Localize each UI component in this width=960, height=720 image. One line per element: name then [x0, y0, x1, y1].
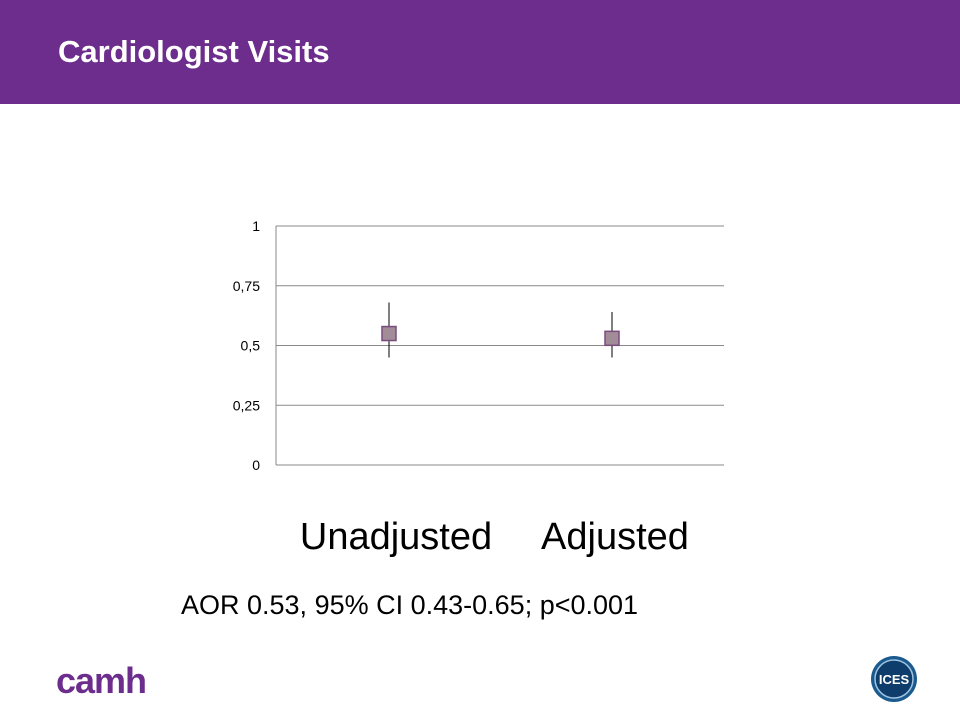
ices-logo-inner-disc: [874, 659, 914, 699]
header-band: [0, 0, 960, 104]
data-point-marker: [381, 325, 397, 342]
y-tick-label: 0,25: [233, 397, 260, 413]
y-tick-label: 0: [252, 457, 260, 473]
ices-logo-text: ICES: [879, 672, 910, 687]
y-tick-label: 0,5: [241, 338, 261, 354]
camh-logo: camh: [56, 660, 147, 701]
ices-logo: ICES: [871, 656, 917, 702]
y-tick-label: 0,75: [233, 278, 260, 294]
statistics-note: AOR 0.53, 95% CI 0.43-0.65; p<0.001: [181, 590, 639, 620]
slide-title: Cardiologist Visits: [58, 34, 330, 69]
category-label-unadjusted: Unadjusted: [299, 516, 493, 558]
y-tick-label: 1: [252, 218, 260, 234]
category-label-adjusted: Adjusted: [541, 516, 689, 558]
data-point-marker: [604, 330, 620, 347]
